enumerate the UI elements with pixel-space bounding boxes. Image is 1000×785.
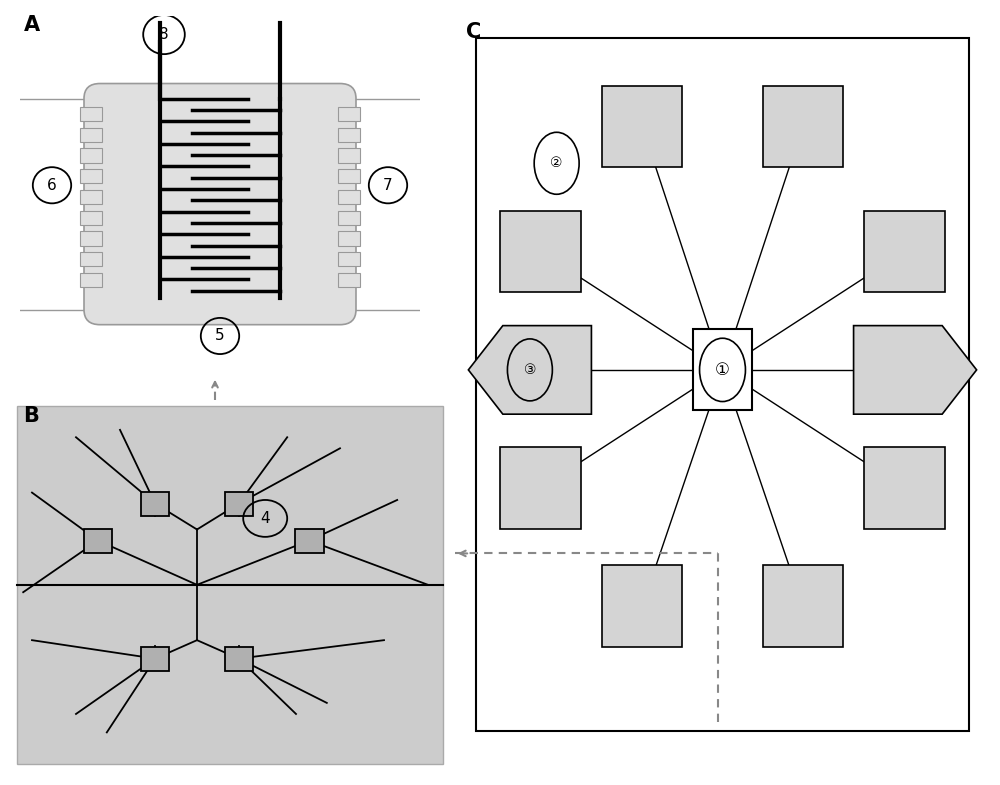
- FancyBboxPatch shape: [84, 83, 356, 325]
- FancyBboxPatch shape: [17, 406, 443, 764]
- FancyBboxPatch shape: [141, 491, 169, 516]
- Text: 4: 4: [260, 511, 270, 526]
- FancyBboxPatch shape: [80, 148, 102, 162]
- FancyBboxPatch shape: [338, 169, 360, 184]
- FancyBboxPatch shape: [224, 647, 253, 670]
- FancyBboxPatch shape: [338, 148, 360, 162]
- FancyBboxPatch shape: [338, 190, 360, 204]
- FancyBboxPatch shape: [80, 272, 102, 287]
- Text: ②: ②: [550, 156, 563, 170]
- FancyBboxPatch shape: [80, 128, 102, 142]
- FancyBboxPatch shape: [338, 232, 360, 246]
- FancyBboxPatch shape: [602, 565, 682, 647]
- FancyBboxPatch shape: [476, 38, 969, 732]
- FancyBboxPatch shape: [500, 211, 581, 292]
- FancyBboxPatch shape: [141, 647, 169, 670]
- FancyBboxPatch shape: [80, 232, 102, 246]
- FancyBboxPatch shape: [224, 491, 253, 516]
- FancyBboxPatch shape: [84, 528, 112, 553]
- FancyBboxPatch shape: [80, 210, 102, 225]
- Polygon shape: [854, 326, 977, 414]
- Text: C: C: [466, 22, 481, 42]
- FancyBboxPatch shape: [500, 447, 581, 528]
- FancyBboxPatch shape: [338, 128, 360, 142]
- Text: 7: 7: [383, 177, 393, 193]
- FancyBboxPatch shape: [338, 107, 360, 121]
- Text: B: B: [23, 407, 39, 426]
- FancyBboxPatch shape: [80, 169, 102, 184]
- Text: 8: 8: [159, 27, 169, 42]
- FancyBboxPatch shape: [295, 528, 324, 553]
- FancyBboxPatch shape: [80, 252, 102, 266]
- FancyBboxPatch shape: [338, 272, 360, 287]
- FancyBboxPatch shape: [80, 190, 102, 204]
- Text: ①: ①: [715, 361, 730, 379]
- Text: 6: 6: [47, 177, 57, 193]
- FancyBboxPatch shape: [763, 565, 843, 647]
- Text: A: A: [24, 15, 40, 35]
- Polygon shape: [468, 326, 591, 414]
- FancyBboxPatch shape: [864, 211, 945, 292]
- FancyBboxPatch shape: [338, 252, 360, 266]
- FancyBboxPatch shape: [80, 107, 102, 121]
- FancyBboxPatch shape: [602, 86, 682, 167]
- FancyBboxPatch shape: [693, 330, 752, 411]
- FancyBboxPatch shape: [763, 86, 843, 167]
- FancyBboxPatch shape: [338, 210, 360, 225]
- FancyBboxPatch shape: [864, 447, 945, 528]
- Text: ③: ③: [524, 363, 536, 377]
- Text: 5: 5: [215, 328, 225, 344]
